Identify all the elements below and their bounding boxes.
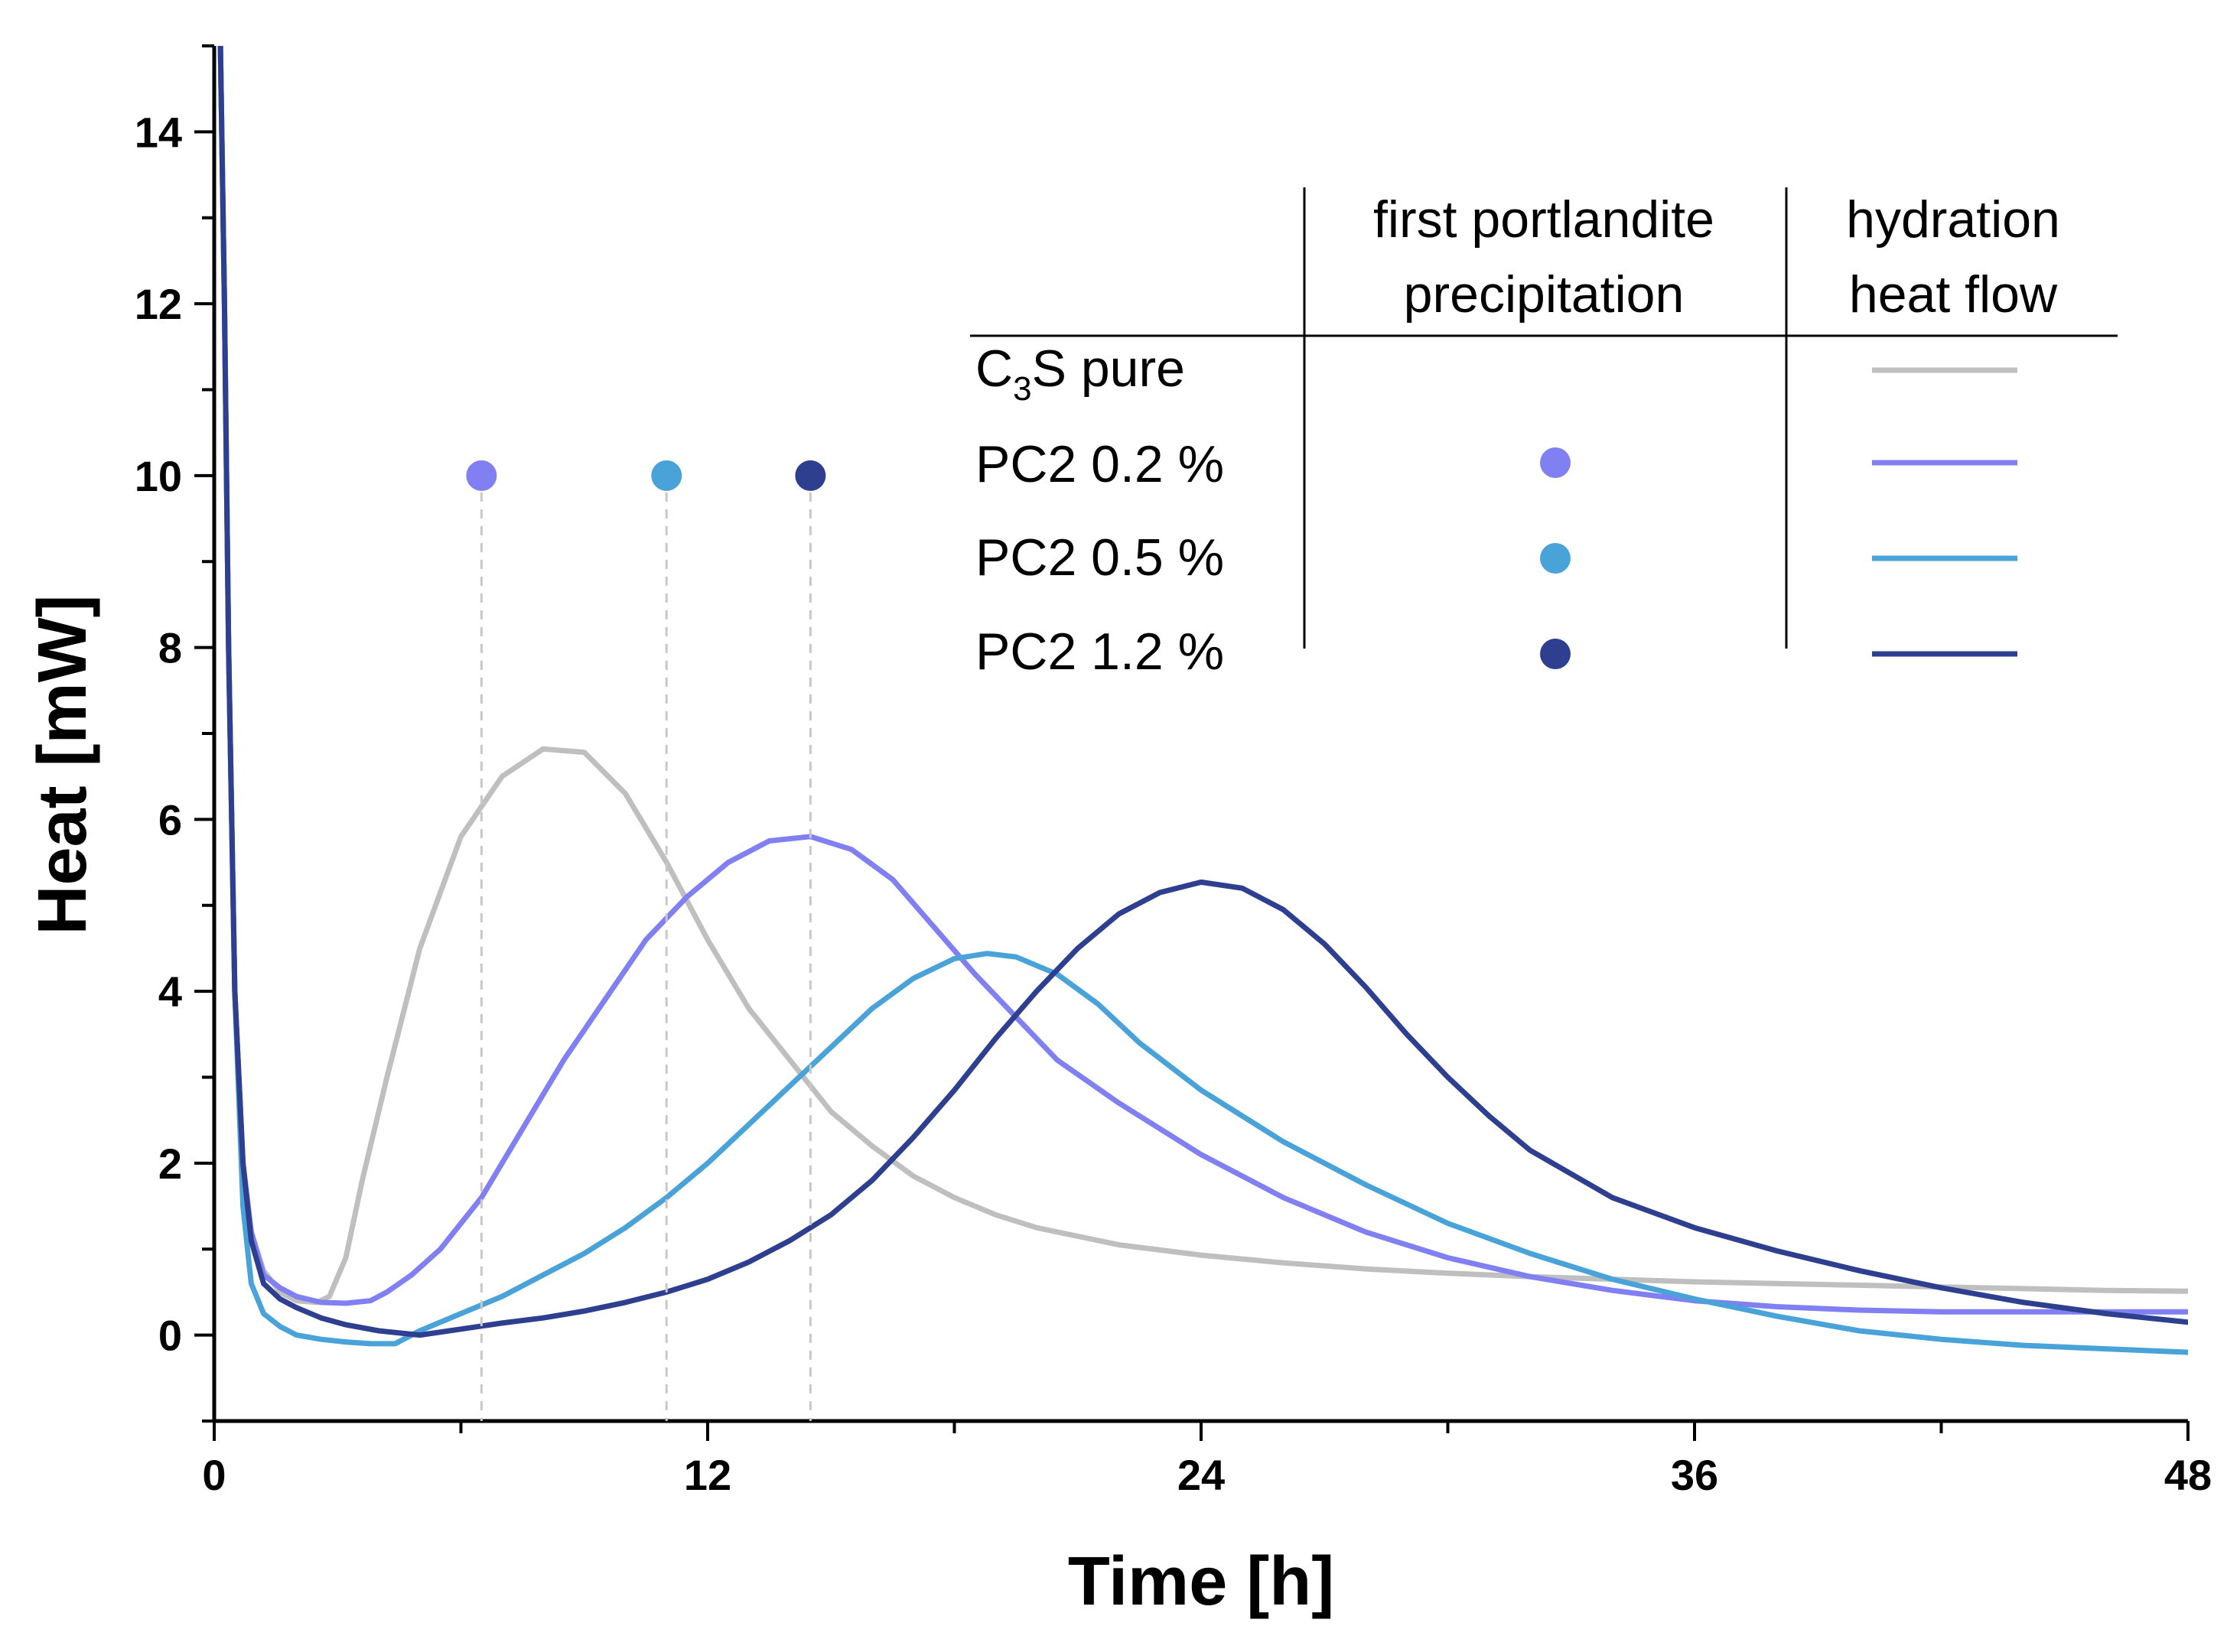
- x-axis-title: Time [h]: [1068, 1543, 1334, 1620]
- y-tick-label: 2: [158, 1140, 182, 1188]
- precipitation-marker: [651, 460, 682, 491]
- legend-col-heatflow-line2: heat flow: [1849, 265, 2058, 324]
- legend-dot: [1540, 639, 1571, 669]
- y-axis-title: Heat [mW]: [24, 595, 101, 935]
- series-line-pc2-0-5-: [217, 46, 2188, 1355]
- series-line-pc2-0-2-: [217, 46, 2188, 1315]
- series-line-pc2-1-2-: [217, 46, 2188, 1338]
- y-tick-label: 4: [158, 967, 182, 1016]
- legend-label-pc2-02: PC2 0.2 %: [975, 435, 1224, 493]
- x-tick-label: 0: [202, 1451, 226, 1499]
- legend-dot: [1540, 543, 1571, 574]
- x-tick-label: 24: [1177, 1451, 1225, 1499]
- x-tick-label: 12: [684, 1451, 731, 1499]
- y-tick-label: 10: [135, 452, 182, 500]
- legend-label-pc2-05: PC2 0.5 %: [975, 528, 1224, 587]
- x-tick-label: 36: [1671, 1451, 1718, 1499]
- x-tick-label: 48: [2164, 1451, 2212, 1499]
- y-tick-label: 6: [158, 795, 182, 844]
- precipitation-marker: [795, 460, 826, 491]
- legend: first portlandite precipitation hydratio…: [970, 187, 2118, 681]
- legend-label-c3s: C3S pure: [975, 340, 1185, 408]
- legend-col-heatflow-line1: hydration: [1846, 190, 2060, 249]
- legend-col-precip-line1: first portlandite: [1373, 190, 1714, 249]
- y-tick-label: 12: [135, 280, 182, 328]
- y-tick-label: 14: [135, 108, 182, 156]
- precipitation-marker: [466, 460, 497, 491]
- series-line-c3s-pure: [217, 46, 2188, 1306]
- y-tick-label: 8: [158, 624, 182, 672]
- marker-layer: [466, 460, 826, 1421]
- y-tick-label: 0: [158, 1312, 182, 1360]
- series-layer: [217, 46, 2188, 1355]
- legend-col-precip-line2: precipitation: [1404, 265, 1685, 324]
- legend-dot: [1540, 447, 1571, 478]
- legend-swatches: [1540, 367, 2017, 669]
- legend-label-pc2-12: PC2 1.2 %: [975, 623, 1224, 681]
